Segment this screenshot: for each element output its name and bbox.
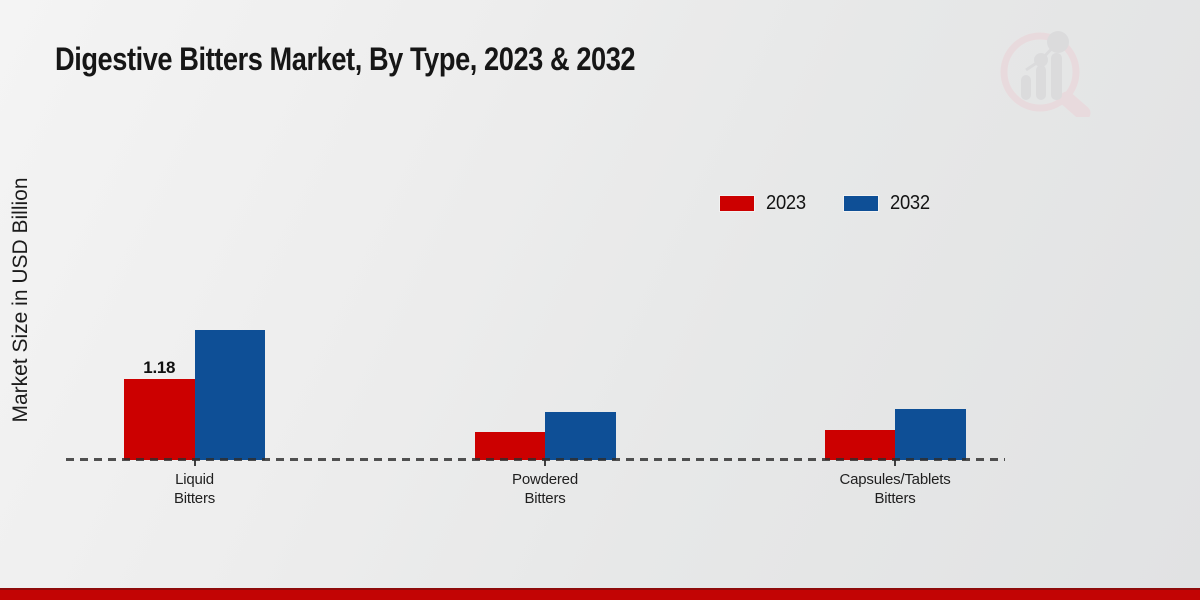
x-axis-baseline: [66, 458, 1005, 461]
x-category-label-capsules-tablets-bitters: Capsules/Tablets Bitters: [839, 471, 951, 507]
x-category-label-liquid-bitters: Liquid Bitters: [173, 471, 216, 507]
logo-bar-2: [1036, 65, 1046, 100]
bar-2032-capsules-tablets-bitters: [895, 409, 966, 460]
logo-bar-1: [1021, 75, 1031, 100]
legend-item-2023: 2023: [719, 192, 809, 215]
magnifier-lens-icon: [1000, 32, 1080, 112]
bar-value-label-2023-liquid-bitters: 1.18: [143, 358, 176, 378]
logo-dot-large: [1047, 31, 1069, 53]
footer-accent-band: [0, 588, 1200, 600]
x-tick-powdered-bitters: [544, 460, 546, 466]
legend: 2023 2032: [719, 192, 934, 215]
x-tick-capsules-tablets-bitters: [894, 460, 896, 466]
legend-swatch-2023: [719, 195, 755, 212]
brand-watermark-logo: [1000, 31, 1091, 117]
legend-swatch-2032: [843, 195, 880, 212]
x-tick-liquid-bitters: [193, 460, 196, 466]
logo-dot-small: [1034, 53, 1048, 67]
bar-2023-liquid-bitters: [124, 379, 195, 460]
x-category-label-powdered-bitters: Powdered Bitters: [512, 471, 578, 507]
legend-label-2023: 2023: [766, 192, 806, 214]
legend-item-2032: 2032: [843, 192, 933, 215]
bar-2023-powdered-bitters: [474, 432, 545, 460]
bar-2032-liquid-bitters: [194, 330, 265, 460]
bar-2023-capsules-tablets-bitters: [824, 430, 895, 460]
bar-2032-powdered-bitters: [545, 412, 616, 460]
logo-bar-3: [1051, 53, 1062, 100]
chart-title: Digestive Bitters Market, By Type, 2023 …: [55, 41, 636, 77]
magnifier-handle-icon: [1059, 91, 1091, 117]
legend-label-2032: 2032: [890, 192, 931, 214]
